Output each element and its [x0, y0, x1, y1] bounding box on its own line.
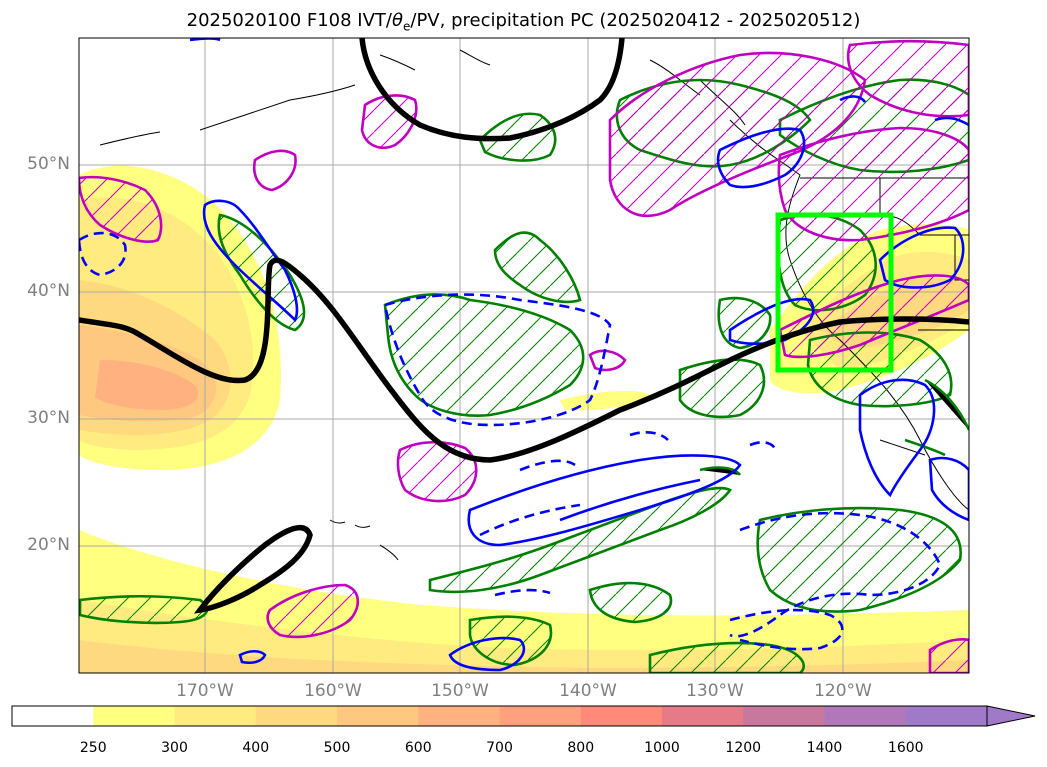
lon-label-170w: 170°W [176, 681, 234, 701]
colorbar-cell [580, 706, 663, 726]
colorbar-cell [743, 706, 825, 726]
lon-label-160w: 160°W [304, 681, 362, 701]
colorbar-cell [337, 706, 419, 726]
colorbar-cell [905, 706, 988, 726]
colorbar-tick-label: 250 [79, 740, 107, 756]
lon-label-150w: 150°W [431, 681, 489, 701]
colorbar-tick-label: 800 [567, 740, 595, 756]
colorbar-cell [418, 706, 500, 726]
lat-label-40n: 40°N [27, 281, 70, 301]
map-title: 2025020100 F108 IVT/θe/PV, precipitation… [186, 10, 861, 34]
colorbar-tick-label: 500 [323, 740, 351, 756]
lon-label-130w: 130°W [686, 681, 744, 701]
colorbar-tick-label: 1200 [725, 740, 762, 756]
colorbar-tick-label: 400 [242, 740, 270, 756]
colorbar-cell [824, 706, 907, 726]
colorbar [11, 705, 1036, 727]
colorbar-tick-label: 600 [404, 740, 432, 756]
colorbar-cell [174, 706, 257, 726]
region-box [775, 212, 894, 373]
lat-label-20n: 20°N [27, 535, 70, 555]
colorbar-extend-arrow [986, 705, 1036, 727]
colorbar-tick-label: 700 [486, 740, 513, 756]
colorbar-tick-label: 1400 [806, 740, 843, 756]
colorbar-cell [93, 706, 175, 726]
colorbar-cell [12, 706, 94, 726]
blue-contours [189, 38, 969, 672]
lon-label-120w: 120°W [814, 681, 872, 701]
lat-label-50n: 50°N [27, 154, 70, 174]
map-plot [78, 37, 970, 674]
colorbar-cell [499, 706, 582, 726]
colorbar-tick-label: 1600 [887, 740, 924, 756]
lon-label-140w: 140°W [559, 681, 617, 701]
colorbar-tick-label: 300 [161, 740, 188, 756]
colorbar-tick-label: 1000 [644, 740, 680, 756]
colorbar-frame [11, 705, 988, 727]
colorbar-cell [255, 706, 338, 726]
map-frame [78, 37, 970, 674]
colorbar-cell [662, 706, 744, 726]
lat-label-30n: 30°N [27, 408, 70, 428]
magenta-contours [79, 39, 969, 673]
blue-dashed-contours [79, 231, 942, 651]
pv-contour [79, 38, 969, 614]
